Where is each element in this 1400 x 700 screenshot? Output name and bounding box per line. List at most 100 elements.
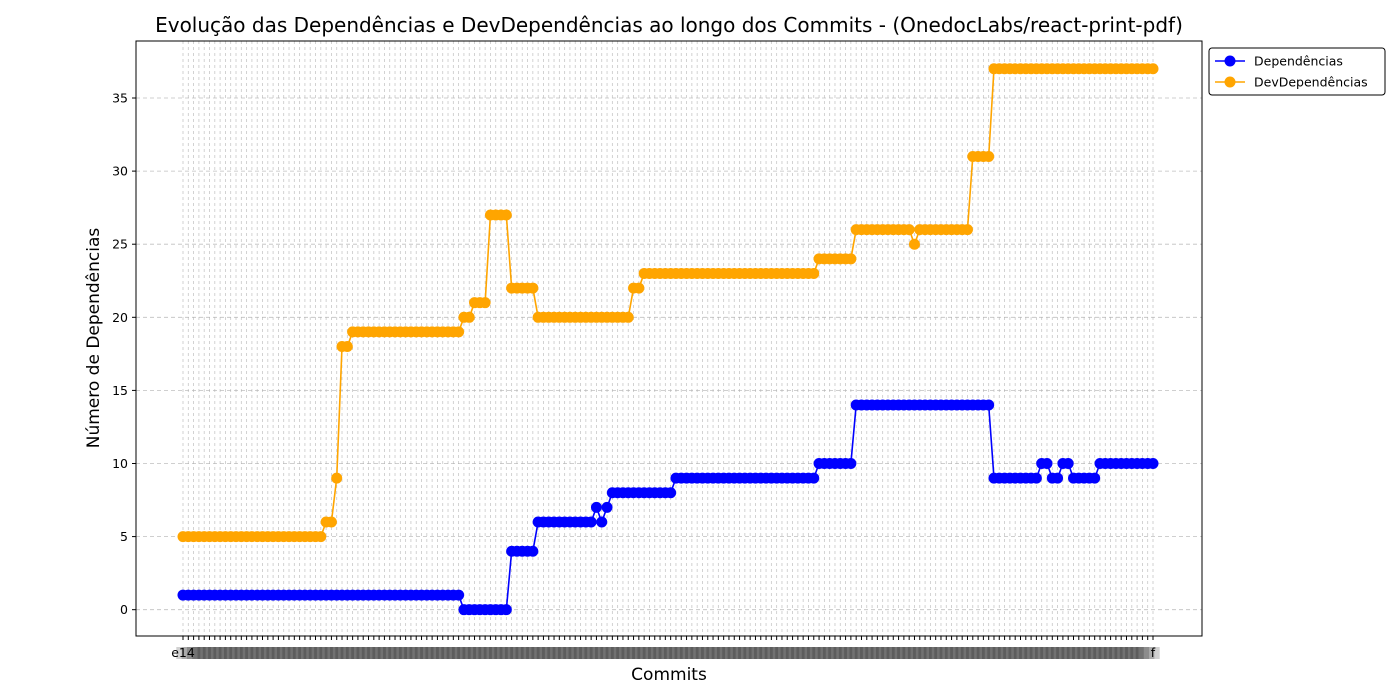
x-tick-label-overlap	[902, 647, 927, 659]
x-tick-label-overlap	[489, 647, 514, 659]
x-tick-label-overlap	[1072, 647, 1097, 659]
x-tick-label-overlap	[722, 647, 747, 659]
legend: Dependências DevDependências	[1208, 47, 1386, 96]
data-point	[1062, 457, 1074, 469]
x-tick-label-overlap	[351, 647, 376, 659]
x-tick-label-overlap	[303, 647, 328, 659]
x-tick-label-overlap	[319, 647, 344, 659]
x-tick-label-overlap	[854, 647, 879, 659]
x-tick-label-overlap	[637, 647, 662, 659]
data-point	[665, 487, 677, 499]
x-tick-label-overlap	[1050, 647, 1075, 659]
x-tick-label-overlap	[250, 647, 275, 659]
y-tick-label: 20	[112, 310, 128, 325]
legend-label: DevDependências	[1254, 75, 1368, 90]
x-tick-label-overlap	[886, 647, 911, 659]
data-point	[590, 501, 602, 513]
series-line	[183, 404, 1153, 611]
x-tick-label-overlap	[383, 647, 408, 659]
x-tick-label-last: f	[1151, 645, 1156, 660]
x-tick-label-overlap	[377, 647, 402, 659]
x-tick-label-overlap	[520, 647, 545, 659]
x-tick-label-overlap	[1135, 647, 1160, 659]
x-tick-label-overlap	[600, 647, 625, 659]
x-tick-label-overlap	[870, 647, 895, 659]
data-point	[808, 472, 820, 484]
data-point	[453, 589, 465, 601]
x-tick-label-overlap	[277, 647, 302, 659]
x-tick-label-overlap	[536, 647, 561, 659]
x-tick-label-overlap	[971, 647, 996, 659]
x-tick-label-overlap	[928, 647, 953, 659]
x-tick-label-overlap	[292, 647, 317, 659]
data-point	[633, 282, 645, 294]
x-tick-label-overlap	[202, 647, 227, 659]
x-tick-label-overlap	[950, 647, 975, 659]
x-tick-label-overlap	[785, 647, 810, 659]
x-tick-label-overlap	[1029, 647, 1054, 659]
data-point	[527, 282, 539, 294]
x-tick-label-overlap	[891, 647, 916, 659]
plot-frame	[135, 40, 1203, 637]
chart-title: Evolução das Dependências e DevDependênc…	[155, 13, 1183, 37]
x-tick-label-overlap	[865, 647, 890, 659]
x-tick-label-overlap	[324, 647, 349, 659]
x-tick-label-overlap	[875, 647, 900, 659]
x-tick-label-overlap	[939, 647, 964, 659]
x-tick-label-overlap	[436, 647, 461, 659]
x-tick-label-overlap	[907, 647, 932, 659]
x-tick-label-overlap	[981, 647, 1006, 659]
y-tick-label: 25	[112, 237, 128, 252]
data-point	[845, 253, 857, 265]
x-tick-label-overlap	[1093, 647, 1118, 659]
x-tick-label-overlap	[807, 647, 832, 659]
x-tick-label-overlap	[605, 647, 630, 659]
x-tick-label-overlap	[287, 647, 312, 659]
x-tick-label-overlap	[1003, 647, 1028, 659]
x-tick-label-overlap	[218, 647, 243, 659]
data-point	[1089, 472, 1101, 484]
x-tick-label-overlap	[849, 647, 874, 659]
x-tick-label-overlap	[976, 647, 1001, 659]
y-tick-label: 10	[112, 456, 128, 471]
x-tick-label-overlap	[642, 647, 667, 659]
data-point	[527, 545, 539, 557]
data-point	[463, 311, 475, 323]
x-tick-label-overlap	[1125, 647, 1150, 659]
x-tick-label-overlap	[1056, 647, 1081, 659]
x-axis-label: Commits	[631, 665, 707, 685]
x-tick-label-overlap	[478, 647, 503, 659]
x-tick-label-overlap	[271, 647, 296, 659]
x-tick-label-overlap	[769, 647, 794, 659]
x-tick-label-overlap	[653, 647, 678, 659]
x-tick-label-overlap	[1130, 647, 1155, 659]
data-point	[908, 238, 920, 250]
x-tick-label-overlap	[685, 647, 710, 659]
x-tick-label-overlap	[992, 647, 1017, 659]
x-tick-label-overlap	[658, 647, 683, 659]
x-tick-label-overlap	[1034, 647, 1059, 659]
x-tick-label-overlap	[573, 647, 598, 659]
x-grid	[182, 41, 1154, 636]
x-tick-label-overlap	[817, 647, 842, 659]
data-point	[808, 267, 820, 279]
x-tick-label-overlap	[425, 647, 450, 659]
x-tick-label-overlap	[727, 647, 752, 659]
x-tick-label-overlap	[860, 647, 885, 659]
x-tick-label-overlap	[960, 647, 985, 659]
y-tick-label: 0	[120, 602, 128, 617]
x-tick-label-overlap	[1114, 647, 1139, 659]
x-tick-label-overlap	[340, 647, 365, 659]
x-tick-label-overlap	[632, 647, 657, 659]
data-point	[845, 457, 857, 469]
x-tick-label-overlap	[679, 647, 704, 659]
x-tick-label-overlap	[584, 647, 609, 659]
data-point	[601, 501, 613, 513]
x-tick-label-overlap	[430, 647, 455, 659]
legend-label: Dependências	[1254, 54, 1343, 69]
x-tick-label-overlap	[966, 647, 991, 659]
x-tick-label-overlap	[616, 647, 641, 659]
x-tick-label-overlap	[923, 647, 948, 659]
x-tick-label-overlap	[557, 647, 582, 659]
x-tick-label-overlap	[918, 647, 943, 659]
